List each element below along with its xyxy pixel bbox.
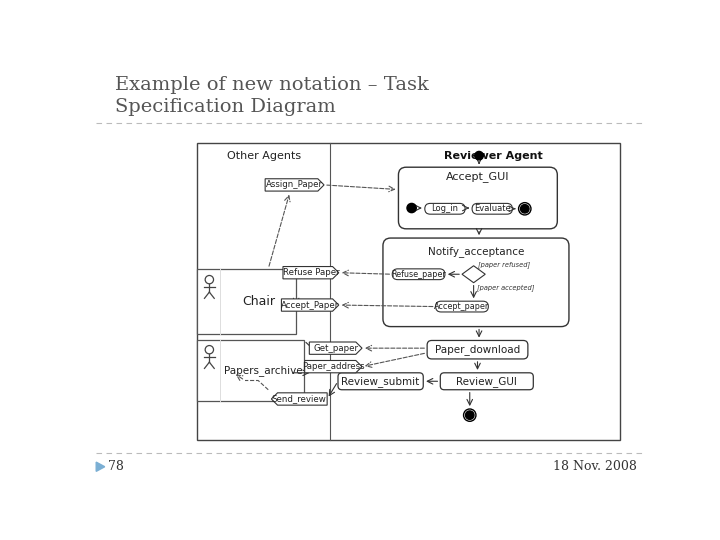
Text: Papers_archive: Papers_archive <box>223 365 302 376</box>
Text: Paper_download: Paper_download <box>435 344 520 355</box>
Circle shape <box>407 204 416 213</box>
Text: Accept_paper: Accept_paper <box>434 302 490 311</box>
Text: Review_GUI: Review_GUI <box>456 376 517 387</box>
Circle shape <box>521 205 529 213</box>
FancyBboxPatch shape <box>338 373 423 390</box>
Text: Paper_address: Paper_address <box>302 362 364 371</box>
Bar <box>197 143 620 440</box>
Text: 18 Nov. 2008: 18 Nov. 2008 <box>553 460 637 473</box>
Polygon shape <box>462 266 485 283</box>
Text: Example of new notation – Task
Specification Diagram: Example of new notation – Task Specifica… <box>114 76 428 117</box>
Circle shape <box>474 151 483 160</box>
FancyBboxPatch shape <box>398 167 557 229</box>
Text: Accept_GUI: Accept_GUI <box>446 171 510 182</box>
Polygon shape <box>310 342 362 354</box>
Text: Reviewer Agent: Reviewer Agent <box>444 151 542 161</box>
Text: Other Agents: Other Agents <box>227 151 301 161</box>
FancyBboxPatch shape <box>436 301 488 312</box>
FancyBboxPatch shape <box>425 204 465 214</box>
Polygon shape <box>271 393 327 405</box>
Text: Refuse Paper: Refuse Paper <box>282 268 339 277</box>
Text: Chair: Chair <box>243 295 276 308</box>
Text: [paper refused]: [paper refused] <box>478 261 531 268</box>
Circle shape <box>466 411 474 420</box>
Text: [paper accepted]: [paper accepted] <box>477 284 534 291</box>
Bar <box>197 340 304 401</box>
FancyBboxPatch shape <box>472 204 513 214</box>
Polygon shape <box>283 267 339 279</box>
FancyBboxPatch shape <box>441 373 534 390</box>
FancyBboxPatch shape <box>383 238 569 327</box>
Polygon shape <box>282 299 339 311</box>
Text: Review_submit: Review_submit <box>341 376 420 387</box>
Text: Get_paper: Get_paper <box>313 343 358 353</box>
FancyBboxPatch shape <box>427 340 528 359</box>
Text: Log_in: Log_in <box>431 204 459 213</box>
Text: Notify_acceptance: Notify_acceptance <box>428 246 524 257</box>
FancyBboxPatch shape <box>392 269 445 280</box>
Text: Assign_Paper: Assign_Paper <box>266 180 323 190</box>
Polygon shape <box>96 462 104 471</box>
Text: Send_review: Send_review <box>272 395 327 403</box>
Text: Evaluate: Evaluate <box>474 204 510 213</box>
Text: 78: 78 <box>108 460 124 473</box>
Polygon shape <box>265 179 324 191</box>
Polygon shape <box>305 361 362 373</box>
Text: Accept_Paper: Accept_Paper <box>281 301 339 309</box>
Bar <box>197 269 296 334</box>
Text: Refuse_paper: Refuse_paper <box>391 270 446 279</box>
